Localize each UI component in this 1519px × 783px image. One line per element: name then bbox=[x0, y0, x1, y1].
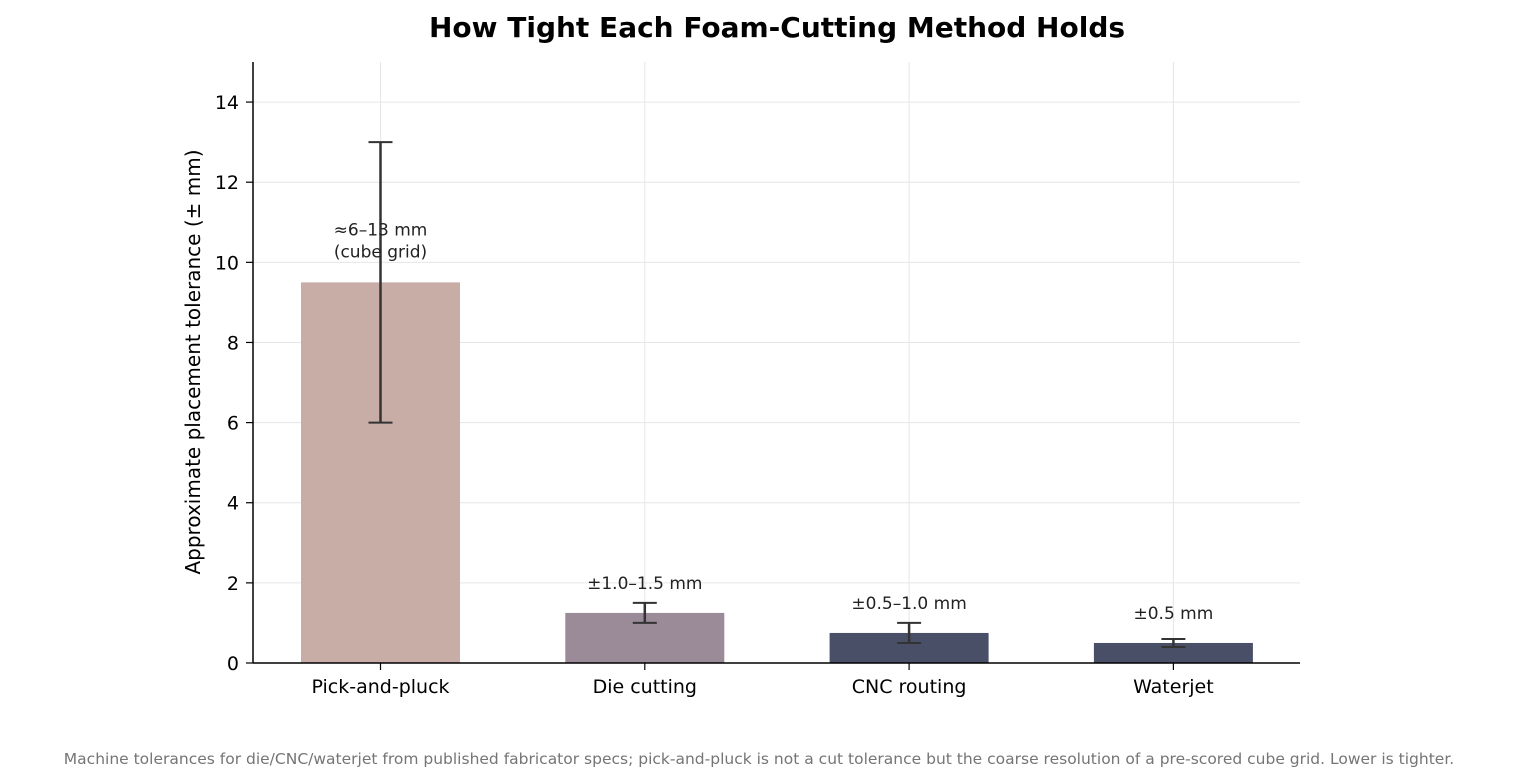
error-bar bbox=[632, 601, 657, 624]
bar-waterjet bbox=[1093, 642, 1253, 663]
x-tick-label: CNC routing bbox=[852, 676, 967, 698]
chart-title: How Tight Each Foam-Cutting Method Holds bbox=[429, 11, 1125, 44]
y-tick-label: 12 bbox=[215, 172, 239, 194]
annotation-line: ±1.0–1.5 mm bbox=[587, 574, 702, 594]
x-tick-label: Die cutting bbox=[593, 676, 697, 698]
y-tick-label: 0 bbox=[227, 653, 239, 675]
bar-annotations: ≈6–13 mm (cube grid) ±1.0–1.5 mm ±0.5–1.0 m… bbox=[334, 220, 1214, 624]
x-tick-label: Pick-and-pluck bbox=[311, 676, 449, 698]
bar-annotation: ±0.5–1.0 mm bbox=[851, 594, 966, 614]
tick-labels: 0 2 4 6 8 10 12 14 Pick-and-pluck Die cutting CNC … bbox=[215, 92, 1214, 698]
y-tick-label: 14 bbox=[215, 92, 239, 114]
annotation-line: ±0.5 mm bbox=[1133, 604, 1213, 624]
annotation-line: ±0.5–1.0 mm bbox=[851, 594, 966, 614]
annotation-line: (cube grid) bbox=[334, 242, 427, 262]
y-tick-label: 10 bbox=[215, 252, 239, 274]
error-bar bbox=[897, 621, 922, 644]
x-tick-label: Waterjet bbox=[1133, 676, 1214, 698]
bar-annotation: ±1.0–1.5 mm bbox=[587, 574, 702, 594]
bar-annotation: ±0.5 mm bbox=[1133, 604, 1213, 624]
y-tick-label: 8 bbox=[227, 332, 239, 354]
axes bbox=[246, 62, 1300, 670]
error-bar bbox=[368, 141, 393, 424]
error-bar bbox=[1161, 637, 1186, 648]
y-tick-label: 6 bbox=[227, 413, 239, 435]
y-tick-label: 2 bbox=[227, 573, 239, 595]
chart-caption: Machine tolerances for die/CNC/waterjet … bbox=[64, 750, 1454, 768]
y-tick-label: 4 bbox=[227, 493, 239, 515]
y-axis-label: Approximate placement tolerance (± mm) bbox=[181, 149, 205, 574]
bars bbox=[301, 282, 1253, 663]
error-bars bbox=[368, 141, 1186, 648]
bar-annotation: ≈6–13 mm (cube grid) bbox=[334, 220, 428, 262]
annotation-line: ≈6–13 mm bbox=[334, 220, 428, 240]
